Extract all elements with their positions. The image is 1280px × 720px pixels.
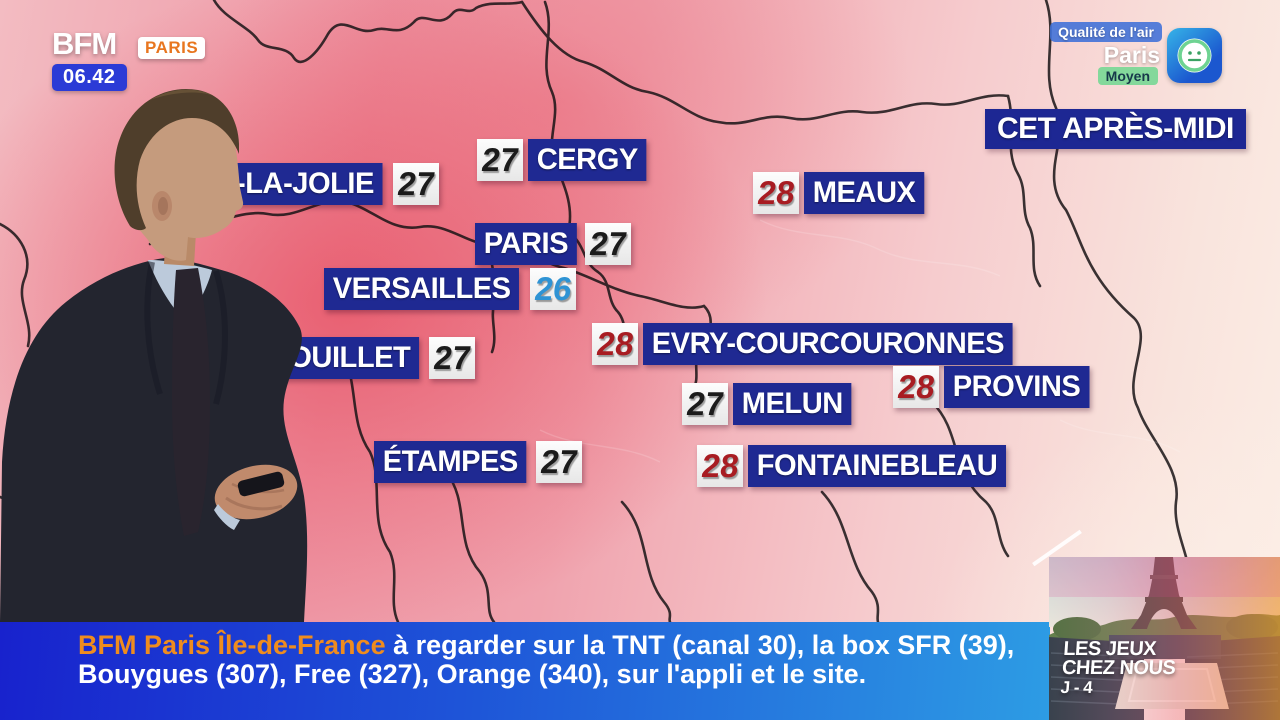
- weather-label-melun: 27 MELUN: [682, 383, 855, 425]
- ticker-text: BFM Paris Île-de-France à regarder sur l…: [78, 631, 1014, 689]
- temperature-value: 26: [530, 268, 577, 310]
- clock-badge: 06.42: [52, 64, 127, 91]
- weather-label-versailles: VERSAILLES 26: [324, 268, 577, 310]
- forecast-period-heading: CET APRÈS-MIDI: [985, 109, 1246, 149]
- bfm-logo: BFM: [52, 26, 117, 61]
- city-name: MELUN: [733, 383, 852, 425]
- ticker-line2: Bouygues (307), Free (327), Orange (340)…: [78, 659, 867, 689]
- city-name: PROVINS: [944, 366, 1090, 408]
- weather-label-provins: 28 PROVINS: [893, 366, 1094, 408]
- ticker-line1: à regarder sur la TNT (canal 30), la box…: [385, 630, 1015, 660]
- weather-label-paris: PARIS 27: [475, 223, 631, 265]
- temperature-value: 27: [536, 441, 583, 483]
- city-name: EVRY-COURCOURONNES: [643, 323, 1013, 365]
- bfm-region-badge: PARIS: [138, 37, 206, 59]
- temperature-value: 27: [682, 383, 728, 425]
- weather-label-mantes-la-jolie: -LA-JOLIE 27: [205, 163, 440, 205]
- air-quality-title: Qualité de l'air: [1050, 22, 1162, 42]
- city-name: FONTAINEBLEAU: [748, 445, 1006, 487]
- temperature-value: 28: [753, 172, 799, 214]
- temperature-value: 27: [584, 223, 631, 265]
- temperature-value: 28: [697, 445, 743, 487]
- weather-label-etampes: ÉTAMPES 27: [374, 441, 583, 483]
- weather-presenter: [0, 88, 308, 622]
- olympics-promo-panel: LES JEUX CHEZ NOUS J - 4: [1049, 557, 1280, 720]
- promo-countdown: J - 4: [1060, 678, 1093, 697]
- weather-label-evry-courcouronnes: 28 EVRY-COURCOURONNES: [592, 323, 1024, 365]
- air-quality-level-badge: Moyen: [1097, 67, 1158, 85]
- weather-label-cergy: 27 CERGY: [477, 139, 650, 181]
- ticker-brand: BFM Paris Île-de-France: [78, 630, 386, 660]
- city-name: CERGY: [528, 139, 647, 181]
- temperature-value: 27: [393, 163, 440, 205]
- promo-text: LES JEUX CHEZ NOUS J - 4: [1060, 638, 1177, 697]
- temperature-value: 28: [893, 366, 939, 408]
- city-name: ÉTAMPES: [374, 441, 527, 483]
- temperature-value: 28: [592, 323, 638, 365]
- air-quality-city: Paris: [1103, 42, 1160, 68]
- ticker-banner: BFM Paris Île-de-France à regarder sur l…: [0, 622, 1050, 720]
- city-name: VERSAILLES: [324, 268, 520, 310]
- channel-bug: BFM PARIS 06.42: [52, 26, 206, 91]
- city-name: MEAUX: [804, 172, 925, 214]
- weather-label-fontainebleau: 28 FONTAINEBLEAU: [697, 445, 1014, 487]
- temperature-value: 27: [429, 337, 475, 379]
- eiffel-tower-stadium-photo: [1049, 557, 1280, 720]
- promo-line-2: CHEZ NOUS: [1061, 657, 1177, 679]
- air-quality-widget: Qualité de l'air Paris Moyen: [992, 20, 1222, 100]
- city-name: PARIS: [475, 223, 577, 265]
- temperature-value: 27: [477, 139, 523, 181]
- weather-label-meaux: 28 MEAUX: [753, 172, 928, 214]
- air-quality-moderate-face-icon: [1167, 28, 1222, 83]
- city-name: -LA-JOLIE: [205, 163, 383, 205]
